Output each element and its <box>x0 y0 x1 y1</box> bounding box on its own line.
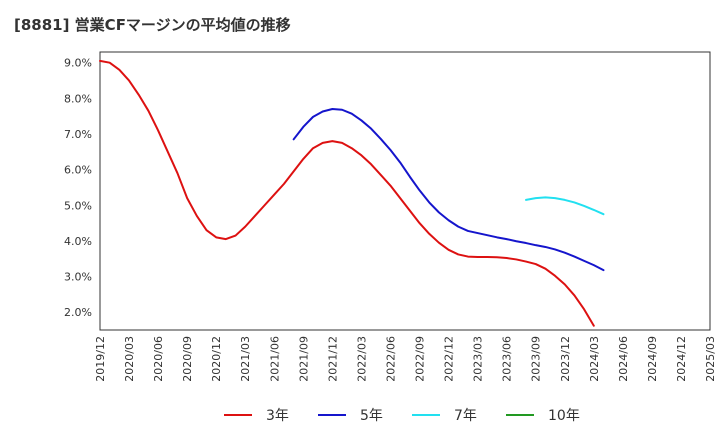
x-tick-label: 2023/09 <box>530 336 543 382</box>
x-tick-label: 2020/06 <box>152 336 165 382</box>
legend: 3年 5年 7年 10年 <box>224 408 580 424</box>
x-tick-label: 2022/06 <box>384 336 397 382</box>
y-tick-label: 2.0% <box>64 306 92 319</box>
x-tick-label: 2025/03 <box>704 336 717 382</box>
series-line-1 <box>292 108 605 272</box>
y-tick-label: 3.0% <box>64 271 92 284</box>
x-tick-label: 2019/12 <box>94 336 107 382</box>
y-tick-label: 8.0% <box>64 92 92 105</box>
series-layer <box>99 59 605 327</box>
x-tick-label: 2022/09 <box>414 336 427 382</box>
legend-label: 3年 <box>266 408 289 424</box>
x-tick-label: 2024/09 <box>646 336 659 382</box>
label-layer: 2.0% 3.0% 4.0% 5.0% 6.0% 7.0% 8.0% 9.0% 2019/12 2… <box>64 57 717 382</box>
x-tick-label: 2020/09 <box>181 336 194 382</box>
series-line-0 <box>99 59 595 327</box>
x-tick-label: 2021/03 <box>239 336 252 382</box>
x-tick-label: 2023/03 <box>472 336 485 382</box>
x-tick-label: 2023/06 <box>501 336 514 382</box>
plot-area <box>99 51 711 331</box>
y-tick-label: 5.0% <box>64 199 92 212</box>
series-line-2 <box>525 196 605 216</box>
x-tick-label: 2022/12 <box>443 336 456 382</box>
x-tick-label: 2020/03 <box>123 336 136 382</box>
legend-label: 5年 <box>360 408 383 424</box>
x-tick-label: 2021/12 <box>326 336 339 382</box>
legend-label: 7年 <box>454 408 477 424</box>
x-tick-label: 2020/12 <box>210 336 223 382</box>
x-tick-label: 2023/12 <box>559 336 572 382</box>
x-tick-label: 2024/12 <box>675 336 688 382</box>
y-tick-label: 4.0% <box>64 235 92 248</box>
x-tick-label: 2024/06 <box>617 336 630 382</box>
axis-layer <box>99 51 711 331</box>
chart-title: [8881] 営業CFマージンの平均値の推移 <box>14 16 291 34</box>
x-tick-label: 2024/03 <box>588 336 601 382</box>
y-tick-label: 9.0% <box>64 57 92 70</box>
y-tick-label: 6.0% <box>64 164 92 177</box>
x-tick-label: 2021/06 <box>268 336 281 382</box>
x-tick-label: 2021/09 <box>297 336 310 382</box>
y-tick-label: 7.0% <box>64 128 92 141</box>
legend-label: 10年 <box>548 408 580 424</box>
x-tick-label: 2022/03 <box>355 336 368 382</box>
